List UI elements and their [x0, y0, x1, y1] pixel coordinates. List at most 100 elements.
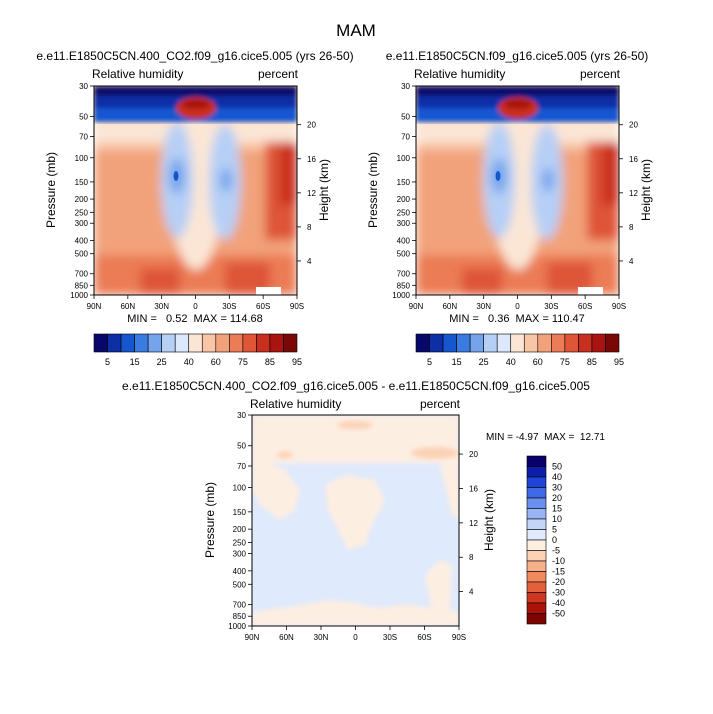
x-tick-label: 30N — [476, 302, 491, 311]
colorbar-box — [578, 333, 593, 353]
colorbar-box — [526, 508, 547, 520]
y-tick-label: 500 — [233, 580, 247, 589]
y-tick-label: 400 — [397, 236, 411, 245]
y-tick-label: 700 — [75, 270, 89, 279]
panel-diff: e.e11.E1850C5CN.400_CO2.f09_g16.cice5.00… — [122, 379, 605, 642]
colorbar-box — [526, 581, 547, 593]
colorbar-box — [215, 333, 230, 353]
colorbar-box — [483, 333, 498, 353]
colorbar-label: 5 — [552, 525, 557, 535]
panel-diff-x-axis: 90N 60N 30N 0 30S 60S 90S — [245, 626, 466, 642]
colorbar-box — [526, 466, 547, 478]
y-right-tick-label: 20 — [629, 121, 638, 130]
panel-right-ylabel: Pressure (mb) — [366, 152, 380, 228]
x-tick-label: 60S — [578, 302, 592, 311]
colorbar-label: 15 — [130, 357, 140, 367]
colorbar-box — [496, 333, 512, 353]
panel-left-stats: MIN = 0.52 MAX = 114.68 — [127, 313, 263, 325]
panel-left-field — [94, 86, 297, 295]
colorbar-box — [242, 333, 257, 353]
y-right-tick-label: 12 — [307, 189, 316, 198]
colorbar-box — [526, 476, 547, 488]
panel-right-stats: MIN = 0.36 MAX = 110.47 — [449, 313, 585, 325]
y-tick-label: 850 — [233, 612, 247, 621]
y-tick-label: 250 — [75, 208, 89, 217]
colorbar-label: -5 — [552, 546, 560, 556]
y-tick-label: 200 — [75, 195, 89, 204]
y-right-tick-label: 8 — [307, 223, 312, 232]
y-tick-label: 100 — [233, 483, 247, 492]
y-tick-label: 150 — [233, 508, 247, 517]
colorbar-box — [188, 333, 203, 353]
colorbar-label: -15 — [552, 567, 565, 577]
panel-right-title: e.e11.E1850C5CN.f09_g16.cice5.005 (yrs 2… — [386, 49, 649, 63]
colorbar-box — [526, 455, 547, 467]
panel-right-left-subtitle: Relative humidity — [414, 67, 505, 81]
colorbar-label: -10 — [552, 556, 565, 566]
colorbar-label: 0 — [552, 535, 557, 545]
colorbar-box — [526, 497, 547, 509]
colorbar-box — [526, 571, 547, 583]
colorbar-box — [147, 333, 162, 353]
panel-right-ylabel-right: Height (km) — [639, 159, 653, 221]
x-tick-label: 30S — [383, 633, 397, 642]
y-tick-label: 500 — [397, 250, 411, 259]
y-right-tick-label: 20 — [469, 450, 478, 459]
x-tick-label: 30N — [314, 633, 329, 642]
colorbar-box — [469, 333, 484, 353]
y-tick-label: 150 — [397, 178, 411, 187]
colorbar-label: 75 — [560, 357, 570, 367]
colorbar-box — [510, 333, 525, 353]
colorbar-label: -50 — [552, 609, 565, 619]
colorbar-label: 40 — [552, 472, 562, 482]
colorbar-label: 85 — [587, 357, 597, 367]
colorbar-box — [526, 518, 547, 530]
y-tick-label: 850 — [75, 281, 89, 290]
colorbar-box — [442, 333, 457, 353]
y-tick-label: 50 — [237, 442, 246, 451]
y-tick-label: 200 — [397, 195, 411, 204]
y-tick-label: 70 — [237, 462, 246, 471]
colorbar-box — [551, 333, 566, 353]
colorbar-label: 20 — [552, 493, 562, 503]
x-tick-label: 0 — [515, 302, 520, 311]
colorbar-label: 25 — [479, 357, 489, 367]
y-tick-label: 70 — [401, 133, 410, 142]
x-tick-label: 60N — [442, 302, 457, 311]
colorbar-box — [93, 333, 108, 353]
colorbar-label: 15 — [552, 504, 562, 514]
panel-left: e.e11.E1850C5CN.400_CO2.f09_g16.cice5.00… — [36, 49, 353, 367]
colorbar-box — [456, 333, 471, 353]
x-tick-label: 90N — [245, 633, 260, 642]
y-tick-label: 200 — [233, 525, 247, 534]
y-tick-label: 1000 — [392, 291, 410, 300]
colorbar-box — [283, 333, 298, 353]
y-tick-label: 250 — [233, 539, 247, 548]
y-tick-label: 850 — [397, 281, 411, 290]
colorbar-label: -20 — [552, 577, 565, 587]
colorbar-box — [526, 529, 547, 541]
x-tick-label: 30S — [222, 302, 236, 311]
panel-diff-left-subtitle: Relative humidity — [250, 397, 341, 411]
colorbar-box — [537, 333, 552, 353]
colorbar-box — [174, 333, 190, 353]
x-tick-label: 90S — [612, 302, 626, 311]
colorbar-box — [526, 592, 547, 604]
colorbar-label: -30 — [552, 588, 565, 598]
colorbar-box — [107, 333, 122, 353]
colorbar-box — [256, 333, 271, 353]
colorbar-label: 40 — [184, 357, 194, 367]
panel-diff-field — [252, 415, 459, 626]
x-tick-label: 30S — [544, 302, 558, 311]
colorbar-box — [526, 487, 547, 499]
y-right-tick-label: 12 — [629, 189, 638, 198]
panel-left-ylabel: Pressure (mb) — [44, 152, 58, 228]
panel-right-right-subtitle: percent — [580, 67, 621, 81]
y-right-tick-label: 4 — [469, 588, 474, 597]
y-right-tick-label: 16 — [307, 155, 316, 164]
colorbar-label: 95 — [614, 357, 624, 367]
colorbar-label: 60 — [211, 357, 221, 367]
y-tick-label: 100 — [75, 154, 89, 163]
x-tick-label: 90S — [290, 302, 304, 311]
